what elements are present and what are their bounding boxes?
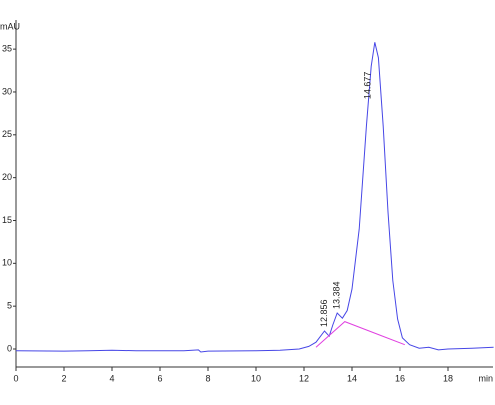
x-tick-label: 16 <box>395 373 405 383</box>
x-tick-label: 6 <box>157 373 162 383</box>
x-tick-label: 18 <box>443 373 453 383</box>
y-tick-label: 15 <box>2 215 12 225</box>
y-axis-label: mAU <box>0 21 20 31</box>
peak-label: 14.677 <box>363 72 373 100</box>
x-tick-label: 2 <box>61 373 66 383</box>
x-tick-label: 0 <box>13 373 18 383</box>
y-tick-label: 10 <box>2 258 12 268</box>
x-tick-label: 12 <box>299 373 309 383</box>
peak-label: 12.856 <box>319 299 329 327</box>
series-line <box>15 42 494 353</box>
x-tick-label: 4 <box>109 373 114 383</box>
y-tick-label: 5 <box>7 301 12 311</box>
x-tick-label: 14 <box>347 373 357 383</box>
y-tick-label: 30 <box>2 86 12 96</box>
series-line <box>315 321 405 348</box>
x-axis-label: min <box>478 373 493 383</box>
y-tick-label: 20 <box>2 172 12 182</box>
y-tick-label: 25 <box>2 129 12 139</box>
y-tick-label: 0 <box>7 343 12 353</box>
x-tick-label: 8 <box>205 373 210 383</box>
peak-label: 13.384 <box>332 281 342 309</box>
x-tick-label: 10 <box>251 373 261 383</box>
y-tick-label: 35 <box>2 44 12 54</box>
